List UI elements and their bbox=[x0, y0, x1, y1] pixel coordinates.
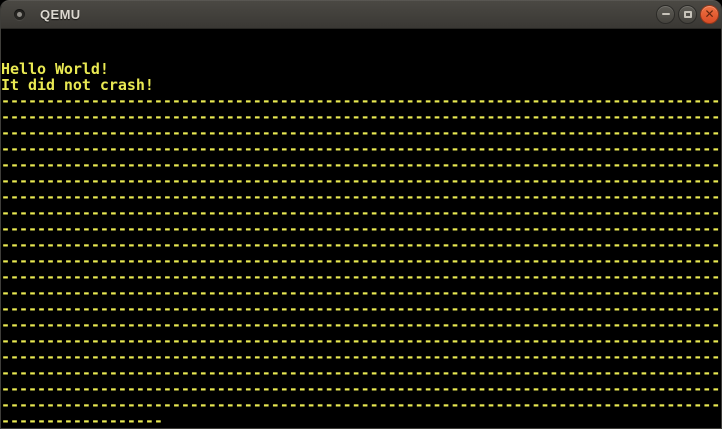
console-row: ----------------------------------------… bbox=[1, 205, 721, 221]
console-row bbox=[1, 45, 721, 61]
console-row: ----------------------------------------… bbox=[1, 93, 721, 109]
titlebar[interactable]: QEMU ✕ bbox=[1, 0, 721, 29]
maximize-icon bbox=[683, 10, 692, 18]
console-row: ----------------------------------------… bbox=[1, 381, 721, 397]
console-row: ----------------------------------------… bbox=[1, 173, 721, 189]
console-row: ----------------------------------------… bbox=[1, 333, 721, 349]
close-button[interactable]: ✕ bbox=[700, 4, 719, 24]
console-row bbox=[1, 29, 721, 45]
maximize-button[interactable] bbox=[678, 4, 697, 24]
minimize-button[interactable] bbox=[656, 4, 675, 24]
console-row: Hello World! bbox=[1, 61, 109, 77]
console-row: ----------------------------------------… bbox=[1, 141, 721, 157]
console-row: ----------------------------------------… bbox=[1, 317, 721, 333]
console-row: ----------------------------------------… bbox=[1, 269, 721, 285]
console-row: ----------------------------------------… bbox=[1, 125, 721, 141]
window-title: QEMU bbox=[40, 6, 81, 22]
console-row: ----------------------------------------… bbox=[1, 253, 721, 269]
console-row: ----------------------------------------… bbox=[1, 285, 721, 301]
console-display[interactable]: Hello World! It did not crash! -----------… bbox=[1, 29, 721, 428]
console-row: ------------------ bbox=[1, 413, 163, 428]
console-row: ----------------------------------------… bbox=[1, 365, 721, 381]
console-row: ----------------------------------------… bbox=[1, 349, 721, 365]
window-controls: ✕ bbox=[656, 4, 721, 24]
console-row: ----------------------------------------… bbox=[1, 237, 721, 253]
console-row: ----------------------------------------… bbox=[1, 301, 721, 317]
close-icon: ✕ bbox=[704, 6, 715, 21]
minimize-icon bbox=[661, 13, 670, 15]
console-row: ----------------------------------------… bbox=[1, 189, 721, 205]
console-row: ----------------------------------------… bbox=[1, 157, 721, 173]
qemu-app-icon bbox=[14, 8, 25, 20]
console-row: ----------------------------------------… bbox=[1, 397, 721, 413]
console-row: It did not crash! bbox=[1, 77, 154, 93]
console-row: ----------------------------------------… bbox=[1, 221, 721, 237]
console-row: ----------------------------------------… bbox=[1, 109, 721, 125]
app-icon-dot bbox=[17, 11, 22, 17]
